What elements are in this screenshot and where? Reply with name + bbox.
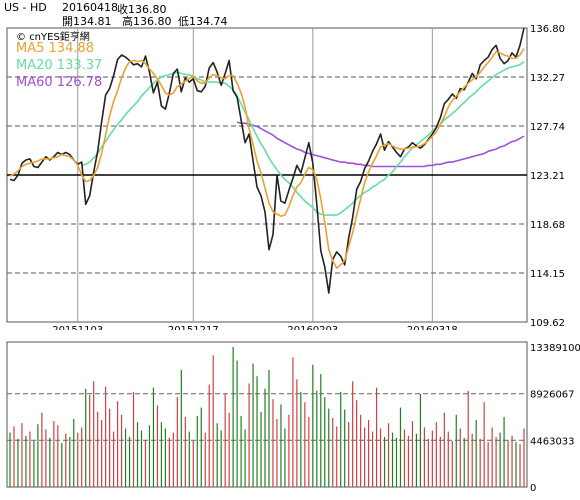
legend-ma5-name: MA5 [16, 41, 45, 56]
legend-ma5-value: 134.88 [48, 41, 95, 56]
x-tick-label: 20160203 [287, 325, 338, 330]
x-tick-label: 20151217 [168, 325, 219, 330]
low-price-label: 低134.74 [178, 15, 228, 28]
y-tick-label: 114.15 [530, 269, 565, 280]
ma20-line [81, 60, 525, 216]
symbol-label: US - HD [4, 1, 47, 14]
x-tick-label: 20160318 [407, 325, 458, 330]
open-price-label: 開134.81 [62, 15, 112, 28]
legend-ma60-name: MA60 [16, 75, 53, 90]
y-tick-label: 109.62 [530, 318, 565, 329]
date-label: 20160418 [62, 1, 118, 14]
legend-ma20: MA20 133.37 [16, 58, 102, 73]
x-tick-label: 20151103 [52, 325, 103, 330]
copyright-icon: © [16, 32, 26, 43]
y-tick-label: 127.74 [530, 122, 565, 133]
volume-tick-label: 4463033 [530, 436, 575, 447]
volume-tick-label: 0 [530, 483, 536, 494]
legend-ma5: MA5 134.88 [16, 41, 94, 56]
close-price-label: 收136.80 [117, 3, 167, 16]
ma5-line [9, 48, 525, 269]
y-tick-label: 136.80 [530, 24, 565, 35]
volume-tick-label: 8926067 [530, 390, 575, 401]
volume-plot-frame [6, 341, 528, 488]
y-tick-label: 123.21 [530, 171, 565, 182]
price-line [9, 27, 525, 294]
legend-ma60: MA60 126.78 [16, 75, 102, 90]
y-tick-label: 118.68 [530, 220, 565, 231]
high-price-label: 高136.80 [122, 15, 172, 28]
ma60-line [236, 121, 525, 168]
legend-ma20-name: MA20 [16, 58, 53, 73]
credit-text: cnYES鉅亨網 [29, 32, 90, 43]
price-chart: 20151103 20151217 20160203 20160318 136.80 13… [6, 24, 565, 330]
volume-chart: 13389100 8926067 4463033 0 [6, 341, 580, 494]
credit-label: © cnYES鉅亨網 [16, 28, 90, 43]
legend-ma20-value: 133.37 [56, 58, 103, 73]
volume-tick-label: 13389100 [530, 343, 580, 354]
y-tick-label: 132.27 [530, 73, 565, 84]
legend-ma60-value: 126.78 [56, 75, 103, 90]
